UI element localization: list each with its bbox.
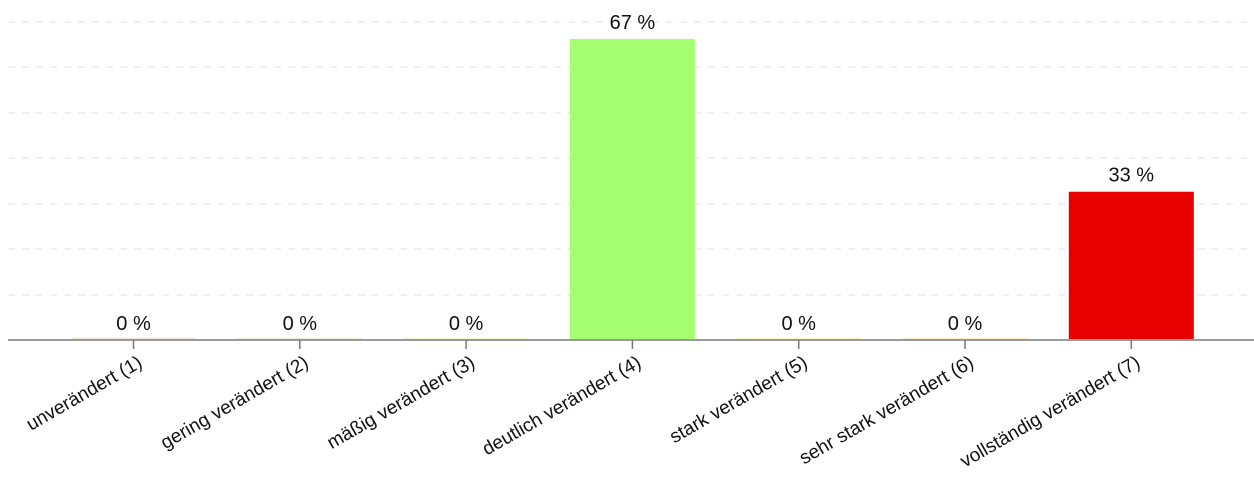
data-label-4: 67 % xyxy=(610,12,656,34)
x-tick-label-6: sehr stark verändert (6) xyxy=(796,352,978,469)
x-axis-ticks xyxy=(132,340,1133,349)
x-axis-tick-labels: unverändert (1) gering verändert (2) mäßig… xyxy=(23,352,1144,472)
data-label-6: 0 % xyxy=(948,313,983,335)
x-tick-label-2: gering verändert (2) xyxy=(157,352,312,454)
bars xyxy=(71,38,1194,340)
data-label-5: 0 % xyxy=(781,313,816,335)
data-label-3: 0 % xyxy=(449,313,484,335)
x-tick-label-4: deutlich verändert (4) xyxy=(479,352,645,460)
x-tick-label-7: vollständig verändert (7) xyxy=(957,352,1144,472)
x-tick-label-3: mäßig verändert (3) xyxy=(324,352,479,454)
data-labels: 0 % 0 % 0 % 67 % 0 % 0 % 33 % xyxy=(116,12,1154,335)
x-tick-label-1: unverändert (1) xyxy=(23,352,146,435)
bar-7 xyxy=(1068,191,1194,340)
x-tick-label-5: stark verändert (5) xyxy=(666,352,811,448)
data-label-7: 33 % xyxy=(1109,165,1155,187)
data-label-1: 0 % xyxy=(116,313,151,335)
data-label-2: 0 % xyxy=(283,313,318,335)
bar-4 xyxy=(569,38,695,340)
